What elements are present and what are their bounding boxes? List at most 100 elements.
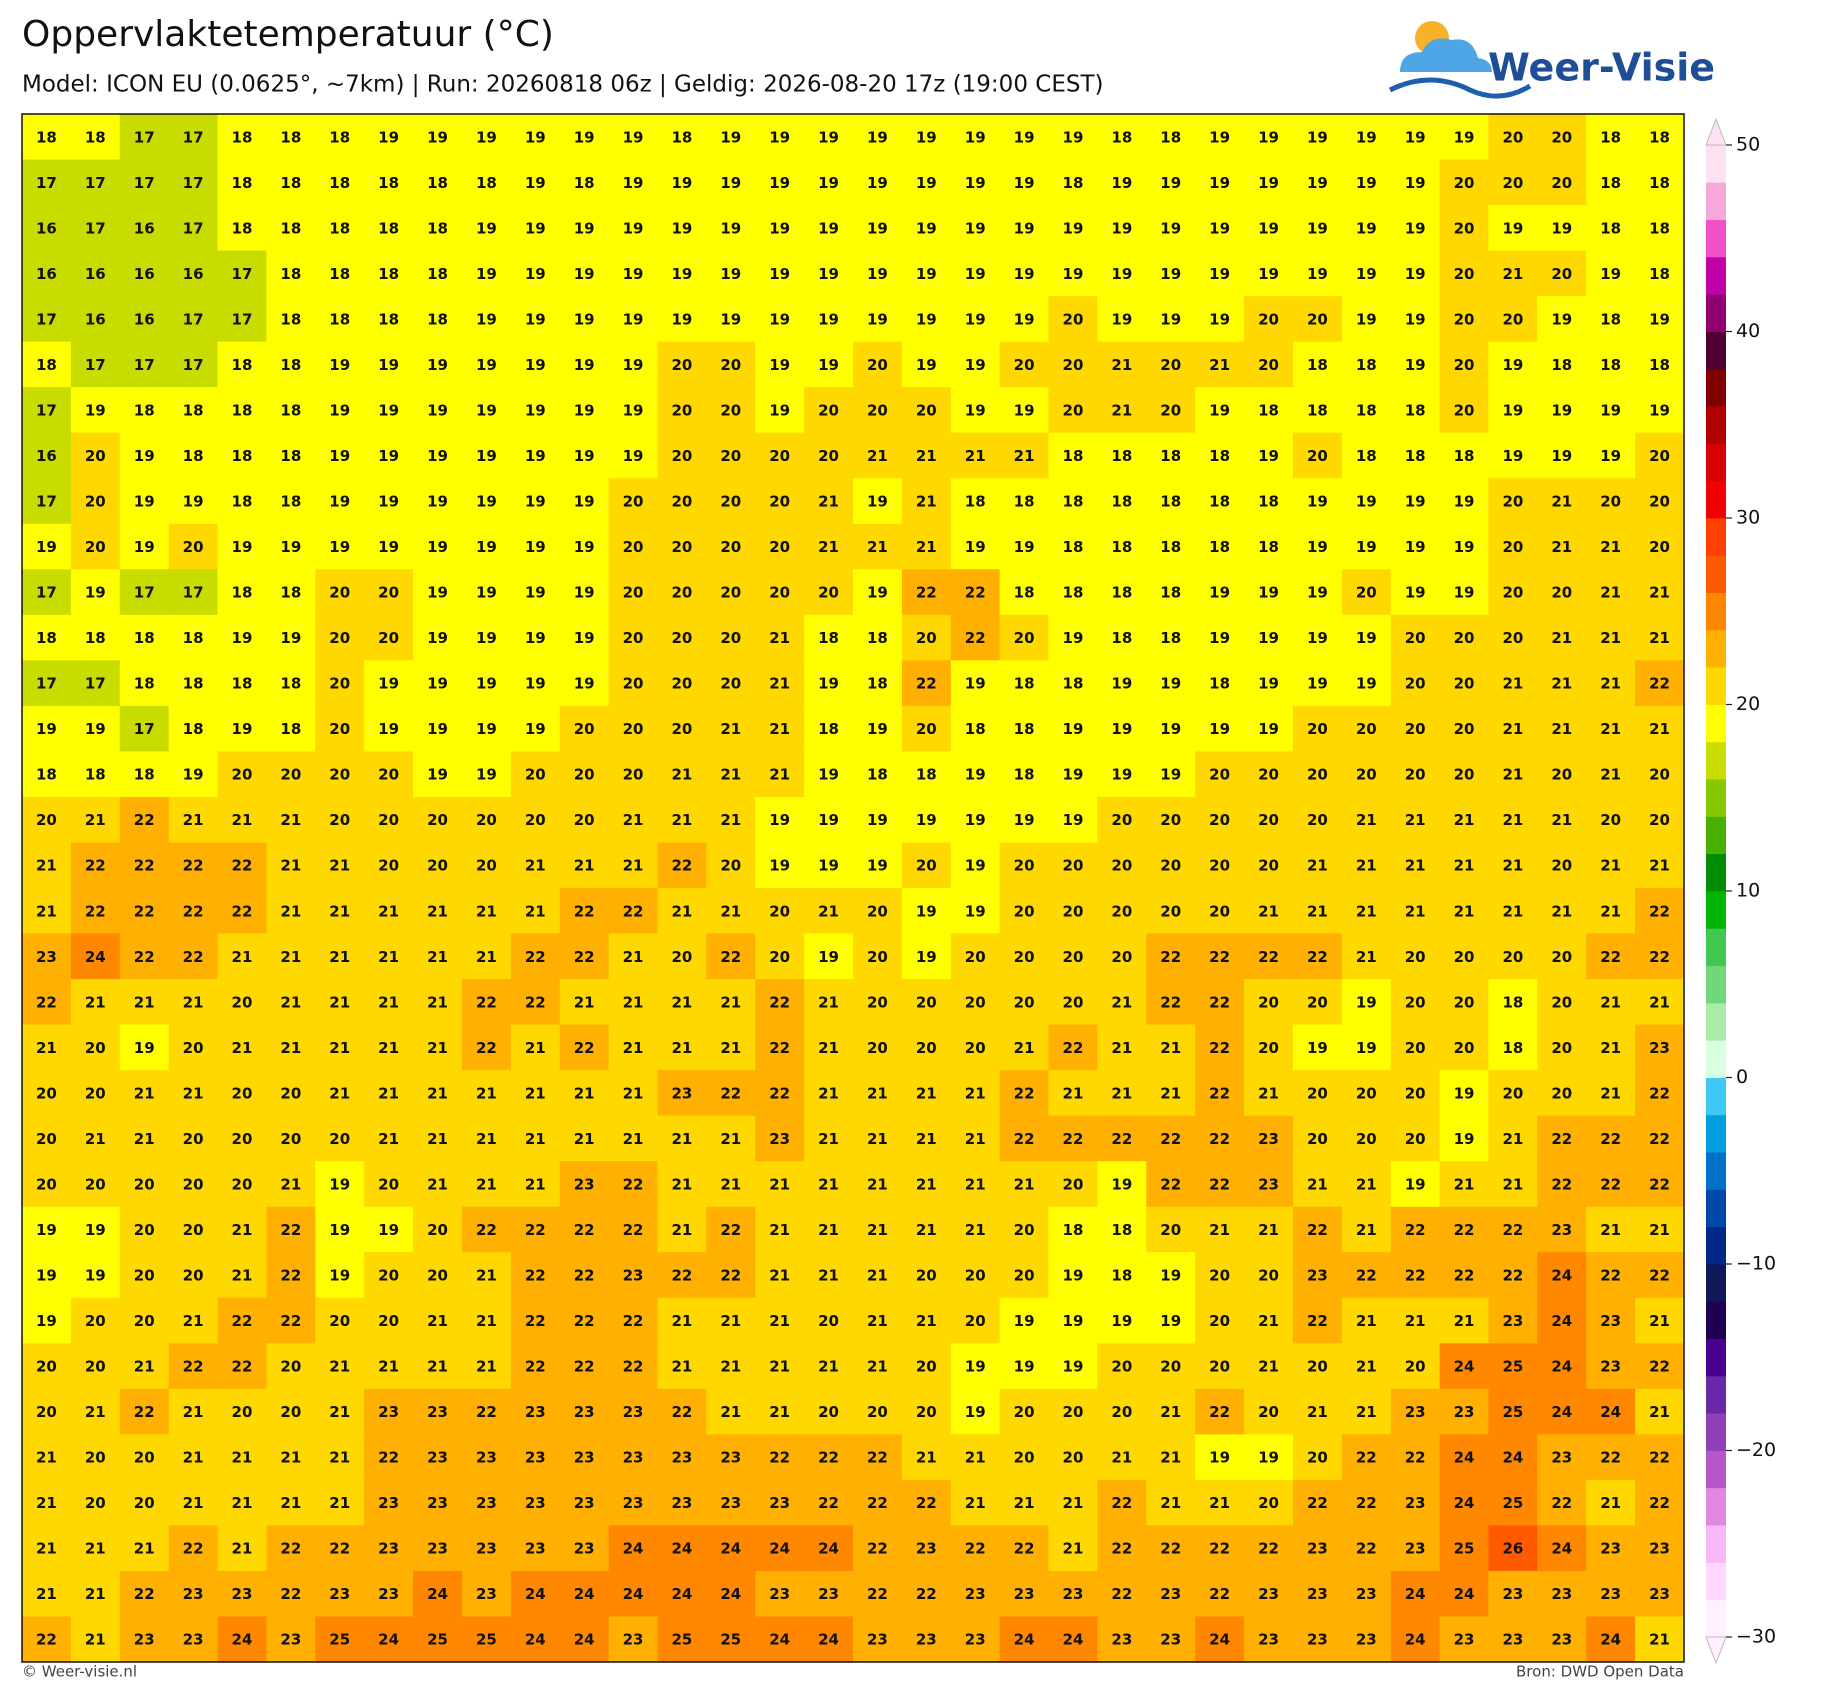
temperature-cell (901, 1297, 952, 1344)
temperature-cell (413, 296, 463, 343)
temperature-label: 20 (1551, 174, 1572, 192)
temperature-label: 20 (916, 857, 937, 875)
temperature-label: 18 (965, 720, 986, 738)
temperature-cell (1586, 159, 1636, 206)
temperature-cell (1439, 159, 1489, 206)
temperature-label: 16 (36, 219, 57, 237)
temperature-label: 21 (867, 1267, 888, 1285)
temperature-label: 21 (1600, 857, 1621, 875)
temperature-cell (657, 387, 707, 434)
temperature-cell (706, 660, 756, 707)
temperature-label: 19 (916, 219, 937, 237)
temperature-cell (119, 1388, 170, 1435)
temperature-label: 19 (574, 538, 595, 556)
temperature-cell (217, 1434, 267, 1481)
temperature-cell (266, 660, 316, 707)
temperature-cell (755, 523, 805, 570)
temperature-cell (1244, 1388, 1294, 1435)
temperature-label: 20 (1649, 447, 1670, 465)
temperature-cell (559, 888, 610, 935)
temperature-label: 21 (36, 1494, 57, 1512)
temperature-cell (413, 159, 463, 206)
temperature-label: 23 (134, 1631, 155, 1649)
temperature-label: 20 (1307, 1130, 1328, 1148)
temperature-label: 18 (232, 493, 253, 511)
temperature-cell (901, 1252, 952, 1299)
temperature-label: 22 (916, 1585, 937, 1603)
temperature-label: 18 (1209, 493, 1230, 511)
temperature-label: 20 (623, 675, 644, 693)
temperature-label: 22 (574, 902, 595, 920)
temperature-cell (999, 387, 1050, 434)
temperature-cell (1048, 705, 1098, 752)
temperature-label: 19 (1014, 174, 1035, 192)
temperature-label: 20 (183, 1267, 204, 1285)
temperature-label: 19 (867, 219, 888, 237)
temperature-cell (168, 114, 219, 161)
temperature-label: 19 (1307, 1039, 1328, 1057)
temperature-cell (1635, 1252, 1685, 1299)
temperature-label: 20 (671, 538, 692, 556)
temperature-label: 20 (1063, 993, 1084, 1011)
temperature-cell (1537, 114, 1587, 161)
temperature-label: 24 (818, 1631, 839, 1649)
temperature-cell (1586, 751, 1636, 798)
temperature-label: 19 (1551, 219, 1572, 237)
temperature-label: 19 (671, 265, 692, 283)
temperature-cell (755, 569, 805, 616)
temperature-cell (266, 1161, 316, 1208)
temperature-label: 22 (36, 1631, 57, 1649)
temperature-label: 20 (867, 401, 888, 419)
temperature-cell (1586, 1570, 1636, 1617)
temperature-label: 18 (1111, 128, 1132, 146)
temperature-cell (1097, 979, 1147, 1026)
temperature-label: 18 (1356, 447, 1377, 465)
temperature-cell (608, 933, 658, 980)
temperature-cell (1195, 842, 1245, 889)
temperature-cell (70, 705, 121, 752)
temperature-cell (266, 341, 316, 388)
temperature-label: 19 (476, 401, 497, 419)
temperature-label: 22 (232, 1358, 253, 1376)
temperature-cell (364, 296, 414, 343)
colorbar-segment (1706, 406, 1726, 444)
temperature-cell (559, 705, 610, 752)
logo-text: Weer-Visie (1488, 46, 1715, 90)
temperature-label: 20 (1209, 811, 1230, 829)
temperature-label: 21 (427, 1358, 448, 1376)
temperature-cell (266, 523, 316, 570)
temperature-cell (510, 1479, 561, 1526)
temperature-label: 21 (1454, 857, 1475, 875)
temperature-cell (1195, 614, 1245, 661)
temperature-cell (461, 341, 512, 388)
temperature-cell (510, 478, 561, 525)
temperature-label: 19 (525, 447, 546, 465)
temperature-label: 19 (1063, 811, 1084, 829)
temperature-cell (461, 478, 512, 525)
temperature-label: 22 (1600, 948, 1621, 966)
temperature-cell (1341, 1570, 1392, 1617)
temperature-label: 19 (1209, 720, 1230, 738)
temperature-cell (168, 705, 219, 752)
temperature-cell (706, 296, 756, 343)
temperature-cell (1341, 705, 1392, 752)
temperature-cell (315, 1161, 365, 1208)
temperature-cell (315, 114, 365, 161)
temperature-cell (1341, 205, 1392, 252)
temperature-cell (217, 1070, 267, 1117)
temperature-cell (22, 159, 72, 206)
temperature-label: 21 (916, 1312, 937, 1330)
temperature-cell (510, 341, 561, 388)
temperature-cell (217, 660, 267, 707)
temperature-label: 19 (916, 811, 937, 829)
temperature-cell (168, 1297, 219, 1344)
temperature-label: 18 (1063, 447, 1084, 465)
temperature-label: 20 (1307, 766, 1328, 784)
temperature-cell (1048, 387, 1098, 434)
temperature-cell (1390, 432, 1441, 479)
temperature-cell (1635, 1070, 1685, 1117)
temperature-label: 19 (720, 174, 741, 192)
temperature-label: 22 (916, 584, 937, 602)
temperature-cell (657, 888, 707, 935)
temperature-cell (1097, 523, 1147, 570)
